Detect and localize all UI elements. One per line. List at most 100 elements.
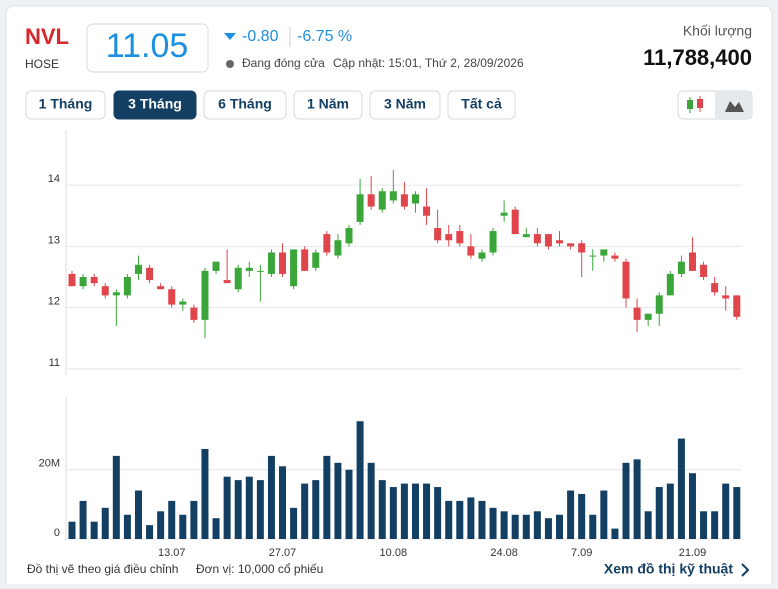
- candle-body: [212, 261, 220, 271]
- volume-bar: [90, 521, 98, 539]
- candle-body: [400, 194, 408, 207]
- volume-bar: [179, 514, 187, 539]
- candle-body: [611, 255, 619, 259]
- candle-body: [279, 252, 287, 274]
- candle-body: [578, 243, 586, 253]
- tab-label[interactable]: Tất cả: [461, 96, 502, 112]
- icon: [687, 100, 693, 109]
- volume-bar: [533, 511, 541, 539]
- candle-body: [190, 307, 198, 320]
- x-tick-label: 21.09: [679, 547, 707, 559]
- volume-bar: [279, 466, 287, 539]
- tab[interactable]: [447, 90, 516, 120]
- tab-label[interactable]: 6 Tháng: [218, 96, 272, 112]
- candle-body: [511, 209, 519, 235]
- volume-bar: [267, 455, 275, 539]
- tech-chart-link[interactable]: Xem đồ thị kỹ thuật: [604, 561, 733, 577]
- volume-bar: [666, 483, 674, 539]
- volume-bar: [68, 521, 76, 539]
- candle-body: [467, 246, 475, 256]
- candle-body: [722, 295, 730, 299]
- volume-bar: [356, 421, 364, 539]
- candle-body: [478, 252, 486, 259]
- volume: 11,788,400: [643, 45, 752, 70]
- candle-body: [345, 228, 353, 244]
- candle-body: [423, 206, 431, 216]
- x-tick-label: 13.07: [158, 547, 186, 559]
- ticker: NVL: [25, 24, 69, 49]
- tab-label[interactable]: 1 Năm: [307, 96, 349, 112]
- volume-bar: [722, 483, 730, 539]
- tab-label[interactable]: 3 Tháng: [128, 96, 182, 112]
- candle-body: [544, 234, 552, 247]
- candle-body: [733, 295, 741, 317]
- y-tick-label: 11: [49, 357, 60, 369]
- volume-bar: [456, 500, 464, 539]
- candle-body: [411, 194, 419, 204]
- tabs: 1 Tháng 3 Tháng 6 Tháng 1 Năm 3 Năm Tất cả: [25, 90, 516, 120]
- volume-bar: [567, 490, 575, 539]
- icon: [725, 101, 744, 112]
- candle-body: [367, 194, 375, 207]
- candle-body: [711, 283, 719, 293]
- volume-bar: [556, 514, 564, 539]
- candle-body: [500, 212, 508, 216]
- tab[interactable]: [25, 90, 106, 120]
- volume-bar: [611, 528, 619, 539]
- volume-bar: [578, 493, 586, 539]
- y-tick-label: 0: [54, 527, 60, 539]
- candle-body: [522, 234, 530, 238]
- candle-body: [389, 191, 397, 201]
- status-dot: [226, 60, 234, 68]
- status: Đang đóng cửa: [242, 56, 325, 70]
- volume-bar: [389, 487, 397, 539]
- volume-bar: [644, 511, 652, 539]
- volume-bar: [345, 469, 353, 539]
- candle-body: [378, 191, 386, 210]
- area-toggle[interactable]: [715, 91, 752, 119]
- tab[interactable]: [369, 90, 441, 120]
- tab-label[interactable]: 3 Năm: [384, 96, 426, 112]
- candle-body: [90, 277, 98, 284]
- candle-body: [456, 231, 464, 244]
- tab[interactable]: [203, 90, 287, 120]
- candle-body: [290, 249, 298, 287]
- x-tick-label: 24.08: [490, 547, 518, 559]
- tab[interactable]: [293, 90, 363, 120]
- candle-body: [179, 301, 187, 305]
- volume-label: Khối lượng: [683, 23, 752, 39]
- candle-body: [112, 292, 120, 296]
- candle-body: [434, 228, 442, 241]
- volume-bar: [223, 476, 231, 539]
- exchange: HOSE: [25, 57, 59, 71]
- volume-bar: [622, 462, 630, 539]
- volume-bar: [334, 462, 342, 539]
- footer-note: Đồ thị vẽ theo giá điều chỉnh: [27, 562, 178, 576]
- volume-bar: [445, 500, 453, 539]
- volume-bar: [190, 500, 198, 539]
- volume-bar: [367, 462, 375, 539]
- volume-bar: [400, 483, 408, 539]
- chevron: [741, 563, 750, 577]
- candle-body: [334, 240, 342, 256]
- volume-bar: [201, 448, 209, 539]
- candle-body: [223, 280, 231, 284]
- volume-bar: [522, 514, 530, 539]
- card: [5, 5, 773, 589]
- volume-bar: [312, 480, 320, 539]
- volume-bar: [500, 511, 508, 539]
- footer-unit: Đơn vị: 10,000 cổ phiếu: [196, 562, 323, 576]
- candle-body: [201, 270, 209, 320]
- volume-bar: [146, 525, 154, 539]
- volume-bar: [256, 480, 264, 539]
- volume-bar: [411, 483, 419, 539]
- tab-label[interactable]: 1 Tháng: [39, 96, 93, 112]
- volume-bar: [478, 500, 486, 539]
- candle-body: [267, 252, 275, 274]
- tab[interactable]: [113, 90, 197, 120]
- volume-bar: [434, 487, 442, 539]
- price-box: [86, 23, 209, 73]
- candle-body: [68, 273, 76, 287]
- candle-body: [633, 307, 641, 320]
